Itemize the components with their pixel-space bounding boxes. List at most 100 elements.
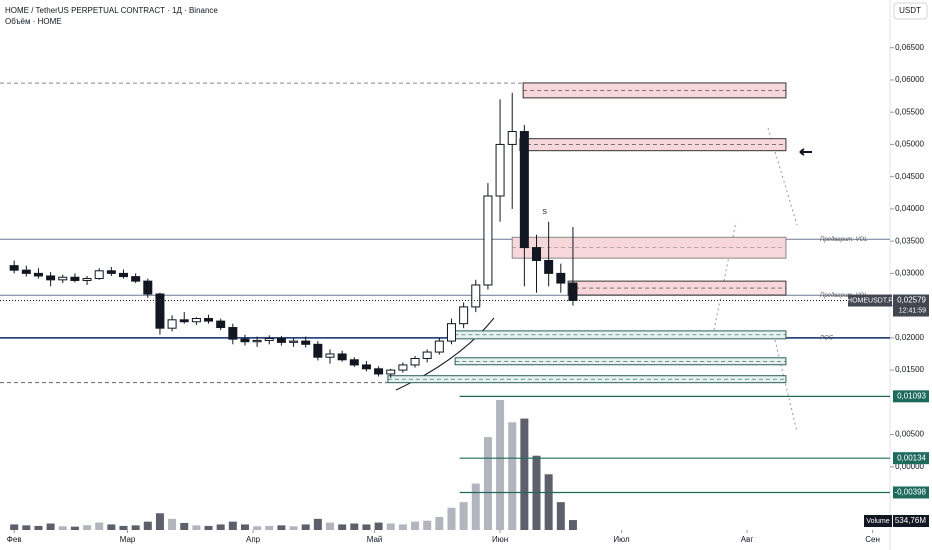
zone	[522, 82, 787, 99]
y-tick-label: 0,05500	[895, 107, 924, 116]
candle-body	[118, 272, 128, 278]
candle-body	[289, 340, 299, 343]
symbol-label: HOMEUSDT.P	[847, 297, 893, 304]
x-tick-label: Июн	[492, 535, 508, 544]
candle-body	[143, 280, 153, 295]
line-label: POC	[820, 335, 834, 341]
level-label: 0,00134	[897, 453, 926, 462]
candle-body	[179, 319, 189, 323]
signal-label: S	[542, 209, 547, 216]
volume-bar	[386, 523, 395, 530]
candle-body	[519, 131, 529, 249]
candle-body	[507, 131, 517, 145]
pointer-arrow	[799, 148, 812, 156]
candle-body	[264, 338, 274, 341]
y-tick-label: 0,06500	[895, 43, 924, 52]
level-label: -0,00398	[894, 488, 926, 497]
volume-bar	[34, 525, 43, 530]
y-tick-label: 0,01500	[895, 365, 924, 374]
level-badge	[893, 390, 929, 403]
candle-body	[155, 293, 165, 329]
candle-body	[204, 318, 214, 322]
volume-bar	[192, 525, 201, 530]
volume-bar	[313, 518, 322, 530]
candle-body	[349, 359, 359, 366]
volume-bar	[483, 437, 492, 530]
candle-body	[106, 270, 116, 274]
volume-bar	[70, 526, 79, 530]
candle-body	[422, 351, 432, 359]
volume-bar	[459, 502, 468, 530]
volume-bar	[398, 524, 407, 530]
candle-body	[82, 278, 92, 281]
volume-bar	[435, 517, 444, 530]
chart-title: HOME / TetherUS PERPETUAL CONTRACT · 1Д …	[5, 6, 218, 15]
candle-body	[9, 265, 19, 271]
volume-value: 534,76M	[895, 516, 926, 525]
level-badge	[893, 452, 929, 465]
candle-body	[374, 368, 384, 375]
candle-body	[532, 247, 542, 261]
price-badge	[893, 294, 929, 317]
volume-bar	[10, 524, 19, 530]
y-tick-label: 0,00000	[895, 462, 924, 471]
candle-body	[410, 357, 420, 366]
volume-bar	[216, 524, 225, 530]
level-badge	[893, 486, 929, 499]
candle-body	[459, 306, 469, 325]
timer-label: 12:41:59	[899, 307, 926, 314]
currency-button[interactable]	[893, 2, 928, 20]
chart-subtitle: Объём · HOME	[5, 17, 62, 26]
x-tick-label: Сен	[865, 535, 880, 544]
volume-bar	[362, 524, 371, 530]
volume-bar	[496, 400, 505, 530]
x-tick-label: Мар	[120, 535, 136, 544]
line-label: Предварит. VOL	[820, 293, 868, 299]
candle-body	[33, 272, 43, 277]
volume-bar	[131, 525, 140, 530]
volume-bar	[83, 525, 92, 530]
x-tick-label: Июл	[613, 535, 630, 544]
volume-bar	[556, 502, 565, 530]
volume-name: Volume	[866, 518, 889, 525]
volume-bar	[107, 524, 116, 530]
volume-bar	[119, 525, 128, 530]
volume-bar	[411, 521, 420, 530]
candle-body	[276, 338, 286, 343]
candle-body	[301, 340, 311, 345]
volume-name-badge	[864, 515, 892, 527]
volume-bar	[240, 524, 249, 530]
candle-body	[21, 269, 31, 274]
volume-bar	[228, 521, 237, 530]
candle-body	[252, 339, 262, 343]
volume-bar	[46, 523, 55, 530]
volume-bar	[471, 483, 480, 530]
candle-body	[556, 272, 566, 284]
candle-body	[386, 369, 396, 375]
y-tick-label: 0,03500	[895, 236, 924, 245]
candle-body	[167, 319, 177, 329]
volume-bar	[520, 418, 529, 530]
y-tick-label: 0,00500	[895, 430, 924, 439]
candle-body	[94, 270, 104, 280]
volume-bar	[326, 522, 335, 530]
candle-body	[544, 259, 554, 274]
candle-body	[446, 323, 456, 342]
volume-bar	[253, 526, 262, 530]
candle-body	[325, 353, 335, 358]
volume-bar	[447, 507, 456, 530]
candle-body	[361, 364, 371, 370]
currency-label[interactable]: USDT	[899, 6, 921, 15]
candle-body	[483, 195, 493, 286]
candle-body	[495, 143, 505, 197]
projection-arrow	[774, 339, 798, 433]
volume-bar	[568, 520, 577, 530]
volume-bar	[143, 521, 152, 530]
volume-bar	[265, 525, 274, 530]
candle-body	[337, 353, 347, 361]
volume-bar	[508, 422, 517, 530]
volume-bar	[95, 522, 104, 530]
candle-body	[568, 282, 578, 301]
